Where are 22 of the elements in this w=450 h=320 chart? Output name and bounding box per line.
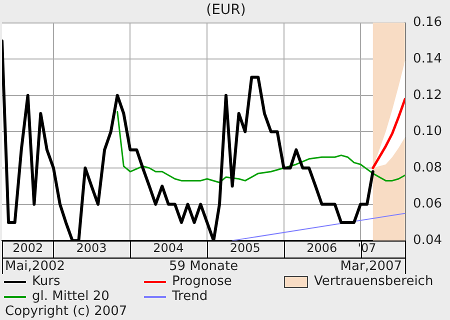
legend-label: Trend [171,289,209,304]
x-tick-label: 2002 [12,240,44,255]
x-tick-label: 2005 [230,240,260,255]
x-tick-label: 2003 [76,240,107,255]
y-tick-label: 0.12 [413,88,442,103]
y-tick-label: 0.10 [413,124,442,140]
x-axis-title: 59 Monate [168,258,238,274]
text: Mai,2002 [5,258,66,274]
y-tick-label: 0.08 [413,160,442,176]
y-tick-label: 0.14 [413,51,442,66]
chart-title: (EUR) [206,2,246,18]
y-tick-label: 0.06 [413,196,442,212]
legend-label: gl. Mittel 20 [31,289,110,304]
y-tick-label: 0.16 [413,15,442,30]
x-tick-label: 2006 [306,240,338,255]
text: Mar,2007 [340,258,402,274]
x-tick-label: 2004 [153,240,184,255]
legend-label: Prognose [171,274,233,289]
text: Copyright (c) 2007 [5,304,128,319]
legend-label: Vertrauensbereich [313,274,434,289]
y-tick-label: 0.04 [413,232,442,248]
legend-label: Kurs [31,274,62,289]
